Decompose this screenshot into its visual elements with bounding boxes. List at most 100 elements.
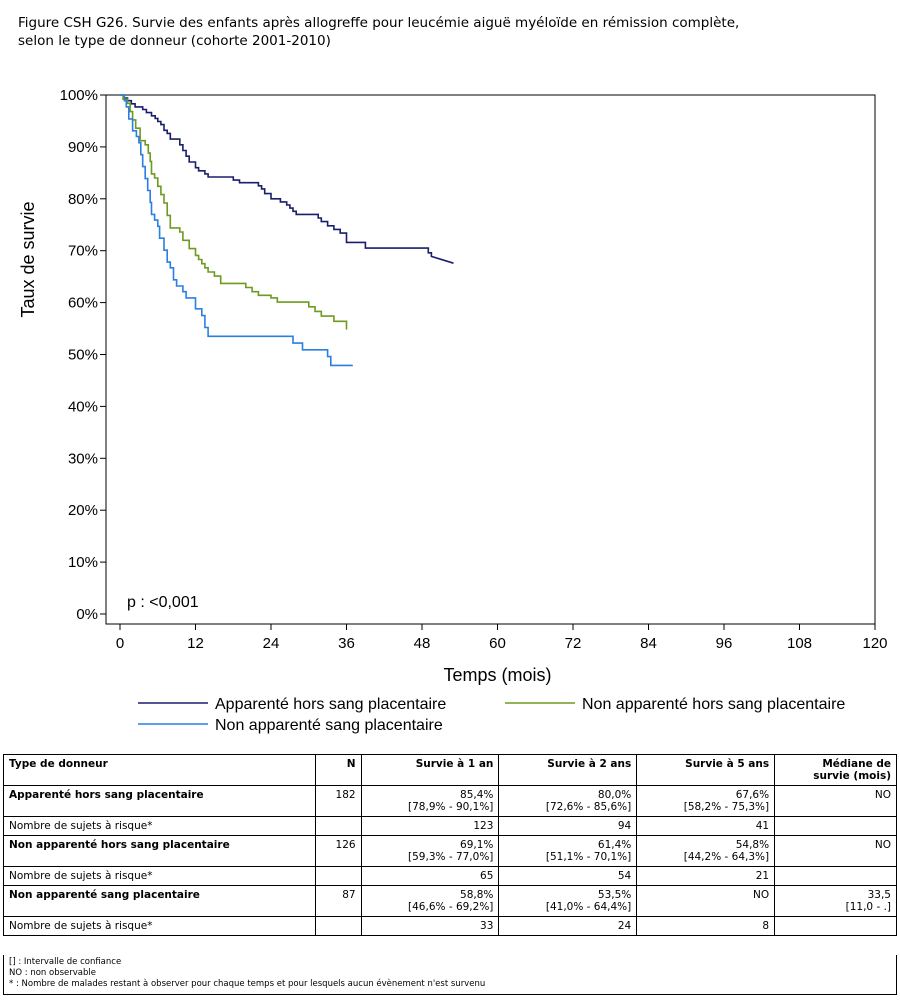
survival-5y-cell: 67,6% [58,2% - 75,3%]	[636, 785, 776, 817]
median-cell-value: NO	[874, 789, 891, 801]
n-cell: 126	[314, 835, 362, 867]
survival-1y-cell: 85,4% [78,9% - 90,1%]	[360, 785, 500, 817]
y-tick-label: 100%	[60, 87, 98, 104]
survival-1y-cell-ci: [59,3% - 77,0%]	[408, 851, 494, 863]
y-tick-label: 10%	[68, 554, 98, 571]
survival-1y-cell-value: 85,4%	[460, 789, 494, 801]
x-tick-label: 108	[787, 635, 812, 652]
donor-type-cell-value: Non apparenté sang placentaire	[9, 889, 200, 901]
series-line-2	[120, 94, 348, 330]
y-axis-label: Taux de survie	[18, 201, 38, 317]
survival-2y-cell-ci: [72,6% - 85,6%]	[545, 801, 632, 813]
at-risk-row: Nombre de sujets à risque* 33 24 8	[3, 916, 897, 936]
y-tick-label: 20%	[68, 502, 98, 519]
survival-1y-cell: 58,8% [46,6% - 69,2%]	[360, 885, 500, 917]
x-tick-label: 60	[489, 635, 506, 652]
survival-table: Type de donneur N Survie à 1 an Survie à…	[3, 754, 897, 936]
x-tick-label: 72	[565, 635, 582, 652]
table-row: Non apparenté hors sang placentaire 126 69…	[3, 835, 897, 867]
survival-5y-cell-ci: [44,2% - 64,3%]	[683, 851, 770, 863]
survival-1y-cell-ci: [78,9% - 90,1%]	[408, 801, 494, 813]
at-risk-2y: 24	[498, 916, 638, 936]
n-cell-value: 126	[335, 839, 356, 851]
figure-title-line-2: selon le type de donneur (cohorte 2001-2…	[18, 33, 331, 49]
survival-chart: 0% 10% 20% 30% 40% 50% 60% 70% 80% 90% 100% 0 12 24 36…	[18, 87, 888, 734]
header-survival-5y: Survie à 5 ans	[636, 754, 776, 786]
survival-5y-cell: NO	[636, 885, 776, 917]
survival-2y-cell-value: 61,4%	[597, 839, 632, 851]
y-tick-label: 40%	[68, 398, 98, 415]
donor-type-cell-value: Non apparenté hors sang placentaire	[9, 839, 230, 851]
survival-1y-cell: 69,1% [59,3% - 77,0%]	[360, 835, 500, 867]
header-n: N	[314, 754, 362, 786]
at-risk-2y: 94	[498, 816, 638, 836]
x-tick-label: 24	[263, 635, 280, 652]
survival-5y-cell-ci: [58,2% - 75,3%]	[683, 801, 770, 813]
survival-5y-cell: 54,8% [44,2% - 64,3%]	[636, 835, 776, 867]
x-tick-label: 12	[187, 635, 204, 652]
n-cell-value: 87	[342, 889, 356, 901]
n-cell: 182	[314, 785, 362, 817]
survival-1y-cell-value: 58,8%	[460, 889, 494, 901]
y-tick-label: 90%	[68, 139, 98, 156]
at-risk-n-empty	[314, 866, 362, 886]
y-tick-label: 30%	[68, 450, 98, 467]
survival-2y-cell: 53,5% [41,0% - 64,4%]	[498, 885, 638, 917]
figure-title-line-1: Figure CSH G26. Survie des enfants après…	[18, 15, 740, 31]
survival-5y-cell-value: 67,6%	[735, 789, 770, 801]
series-line-3	[120, 94, 353, 367]
survival-2y-cell-value: 53,5%	[597, 889, 632, 901]
donor-type-cell: Apparenté hors sang placentaire	[3, 785, 316, 817]
x-tick-label: 120	[862, 635, 887, 652]
survival-2y-cell-value: 80,0%	[597, 789, 632, 801]
donor-type-cell: Non apparenté hors sang placentaire	[3, 835, 316, 867]
header-median-line-1: Médiane de	[822, 758, 891, 770]
n-cell: 87	[314, 885, 362, 917]
x-tick-label: 48	[414, 635, 431, 652]
figure-title: Figure CSH G26. Survie des enfants après…	[18, 14, 888, 50]
at-risk-1y: 123	[360, 816, 500, 836]
x-tick-label: 36	[338, 635, 355, 652]
donor-type-cell: Non apparenté sang placentaire	[3, 885, 316, 917]
survival-1y-cell-value: 69,1%	[460, 839, 494, 851]
table-row: Apparenté hors sang placentaire 182 85,4%[…	[3, 785, 897, 817]
survival-5y-cell-value: 54,8%	[735, 839, 770, 851]
header-median-line-2: survie (mois)	[813, 770, 891, 782]
median-cell: 33,5 [11,0 - .]	[774, 885, 897, 917]
table-header-row: Type de donneur N Survie à 1 an Survie à…	[3, 754, 897, 786]
survival-2y-cell-ci: [51,1% - 70,1%]	[545, 851, 632, 863]
median-cell: NO	[774, 785, 897, 817]
x-tick-label: 0	[116, 635, 124, 652]
at-risk-5y: 41	[636, 816, 776, 836]
legend-label-1: Apparenté hors sang placentaire	[215, 696, 446, 713]
survival-5y-cell-value: NO	[752, 889, 770, 901]
at-risk-1y: 33	[360, 916, 500, 936]
at-risk-row: Nombre de sujets à risque* 65 54 21	[3, 866, 897, 886]
survival-1y-cell-ci: [46,6% - 69,2%]	[408, 901, 494, 913]
y-tick-label: 0%	[76, 606, 98, 623]
at-risk-5y: 8	[636, 916, 776, 936]
note-at-risk: * : Nombre de malades restant à observer…	[9, 979, 486, 989]
legend-label-3: Non apparenté sang placentaire	[215, 717, 443, 734]
at-risk-row: Nombre de sujets à risque* 123 94 41	[3, 816, 897, 836]
median-cell-ci: [11,0 - .]	[845, 901, 891, 913]
median-cell: NO	[774, 835, 897, 867]
at-risk-median-empty	[774, 816, 897, 836]
at-risk-5y: 21	[636, 866, 776, 886]
header-survival-2y: Survie à 2 ans	[498, 754, 638, 786]
plot-frame	[105, 94, 876, 625]
at-risk-1y: 65	[360, 866, 500, 886]
survival-2y-cell-ci: [41,0% - 64,4%]	[545, 901, 632, 913]
survival-2y-cell: 80,0% [72,6% - 85,6%]	[498, 785, 638, 817]
x-tick-label: 96	[716, 635, 733, 652]
series-line-1	[120, 94, 454, 264]
p-value-annotation: p : <0,001	[127, 594, 199, 611]
legend-label-2: Non apparenté hors sang placentaire	[582, 696, 845, 713]
note-no: NO : non observable	[9, 968, 96, 978]
survival-2y-cell: 61,4% [51,1% - 70,1%]	[498, 835, 638, 867]
y-tick-label: 60%	[68, 295, 98, 312]
at-risk-label: Nombre de sujets à risque*	[3, 866, 316, 886]
table-notes: [] : Intervalle de confiance NO : non ob…	[3, 955, 897, 995]
at-risk-2y: 54	[498, 866, 638, 886]
header-donor-type: Type de donneur	[3, 754, 316, 786]
